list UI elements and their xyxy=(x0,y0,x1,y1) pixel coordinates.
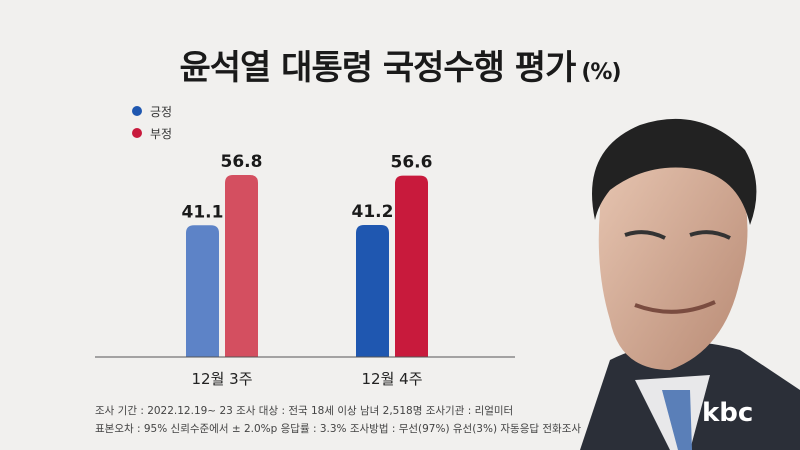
category-label-1: 12월 4주 xyxy=(362,370,423,388)
legend-label-positive: 긍정 xyxy=(150,104,173,119)
survey-footnote-line1: 조사 기간 : 2022.12.19~ 23 조사 대상 : 전국 18세 이상… xyxy=(95,405,514,417)
data-label-positive-1: 41.2 xyxy=(352,202,394,222)
legend: 긍정 부정 xyxy=(132,100,172,144)
legend-item-positive: 긍정 xyxy=(132,100,172,122)
bar-positive-1 xyxy=(356,224,389,357)
legend-label-negative: 부정 xyxy=(150,126,173,141)
category-label-0: 12월 3주 xyxy=(192,370,253,388)
president-portrait xyxy=(580,118,800,450)
title-unit: (%) xyxy=(581,60,621,85)
bar-negative-1 xyxy=(395,175,428,357)
bar-positive-0 xyxy=(186,225,219,357)
chart-title: 윤석열 대통령 국정수행 평가 (%) xyxy=(0,40,800,89)
data-label-negative-0: 56.8 xyxy=(221,152,263,172)
legend-dot-negative xyxy=(132,128,142,138)
survey-footnote-line2: 표본오차 : 95% 신뢰수준에서 ± 2.0%p 응답률 : 3.3% 조사방… xyxy=(95,423,582,435)
data-label-negative-1: 56.6 xyxy=(391,153,433,173)
kbc-logo: kbc xyxy=(702,398,754,428)
bar-negative-0 xyxy=(225,175,258,357)
legend-item-negative: 부정 xyxy=(132,122,172,144)
data-label-positive-0: 41.1 xyxy=(182,202,224,222)
title-text: 윤석열 대통령 국정수행 평가 xyxy=(179,48,576,88)
legend-dot-positive xyxy=(132,106,142,116)
